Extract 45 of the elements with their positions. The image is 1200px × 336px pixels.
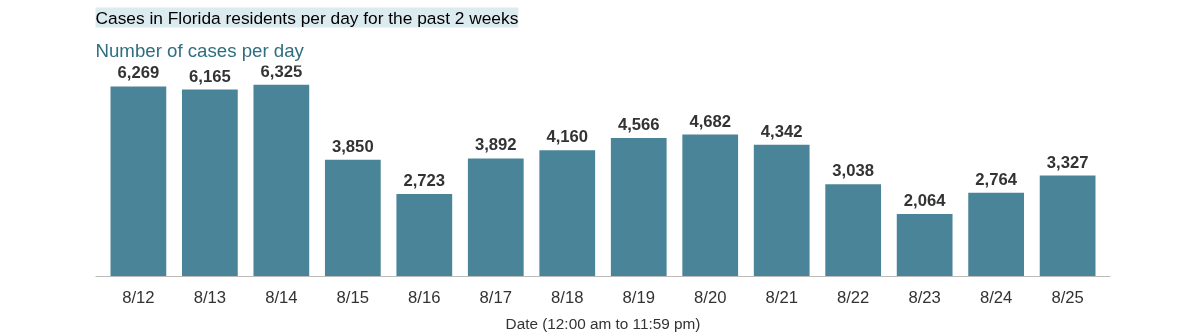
bar — [181, 89, 238, 277]
chart-subtitle: Number of cases per day — [95, 39, 305, 61]
data-label: 4,682 — [689, 111, 732, 131]
data-label: 2,723 — [403, 170, 446, 190]
data-label: 3,892 — [474, 135, 517, 155]
bar — [753, 144, 810, 277]
bar — [610, 138, 667, 277]
bar — [539, 150, 596, 277]
bar — [825, 184, 882, 277]
x-tick-label: 8/17 — [479, 287, 512, 307]
x-tick-label: 8/15 — [336, 287, 370, 307]
data-label: 3,038 — [832, 161, 875, 181]
x-tick-label: 8/21 — [765, 287, 798, 307]
bar — [896, 213, 953, 277]
x-tick-label: 8/24 — [979, 287, 1013, 307]
bar — [1039, 175, 1096, 277]
data-label: 3,850 — [331, 136, 374, 156]
data-label: 4,160 — [546, 127, 589, 147]
data-label: 2,064 — [903, 190, 947, 210]
data-label: 4,342 — [760, 121, 803, 141]
x-tick-label: 8/22 — [836, 287, 870, 307]
x-tick-label: 8/16 — [408, 287, 441, 307]
x-tick-label: 8/20 — [694, 287, 727, 307]
data-label: 3,327 — [1046, 152, 1089, 172]
bar — [396, 193, 453, 277]
data-label: 6,325 — [260, 61, 303, 81]
bar — [324, 159, 381, 277]
chart-title: Cases in Florida residents per day for the past 2 weeks — [95, 7, 519, 28]
x-tick-label: 8/19 — [622, 287, 655, 307]
bar — [968, 192, 1025, 277]
x-axis-title: Date (12:00 am to 11:59 pm) — [505, 314, 701, 332]
bar — [467, 158, 524, 277]
x-tick-label: 8/18 — [551, 287, 584, 307]
data-label: 4,566 — [617, 115, 660, 135]
x-tick-label: 8/23 — [908, 287, 941, 307]
bar — [253, 84, 310, 277]
x-tick-label: 8/13 — [193, 287, 227, 307]
x-tick-label: 8/25 — [1051, 287, 1084, 307]
bar — [682, 134, 739, 277]
bar — [110, 86, 167, 277]
x-tick-label: 8/12 — [122, 287, 155, 307]
data-label: 6,269 — [117, 63, 160, 83]
x-tick-label: 8/14 — [265, 287, 298, 307]
data-label: 6,165 — [189, 66, 231, 86]
data-label: 2,764 — [975, 169, 1018, 189]
